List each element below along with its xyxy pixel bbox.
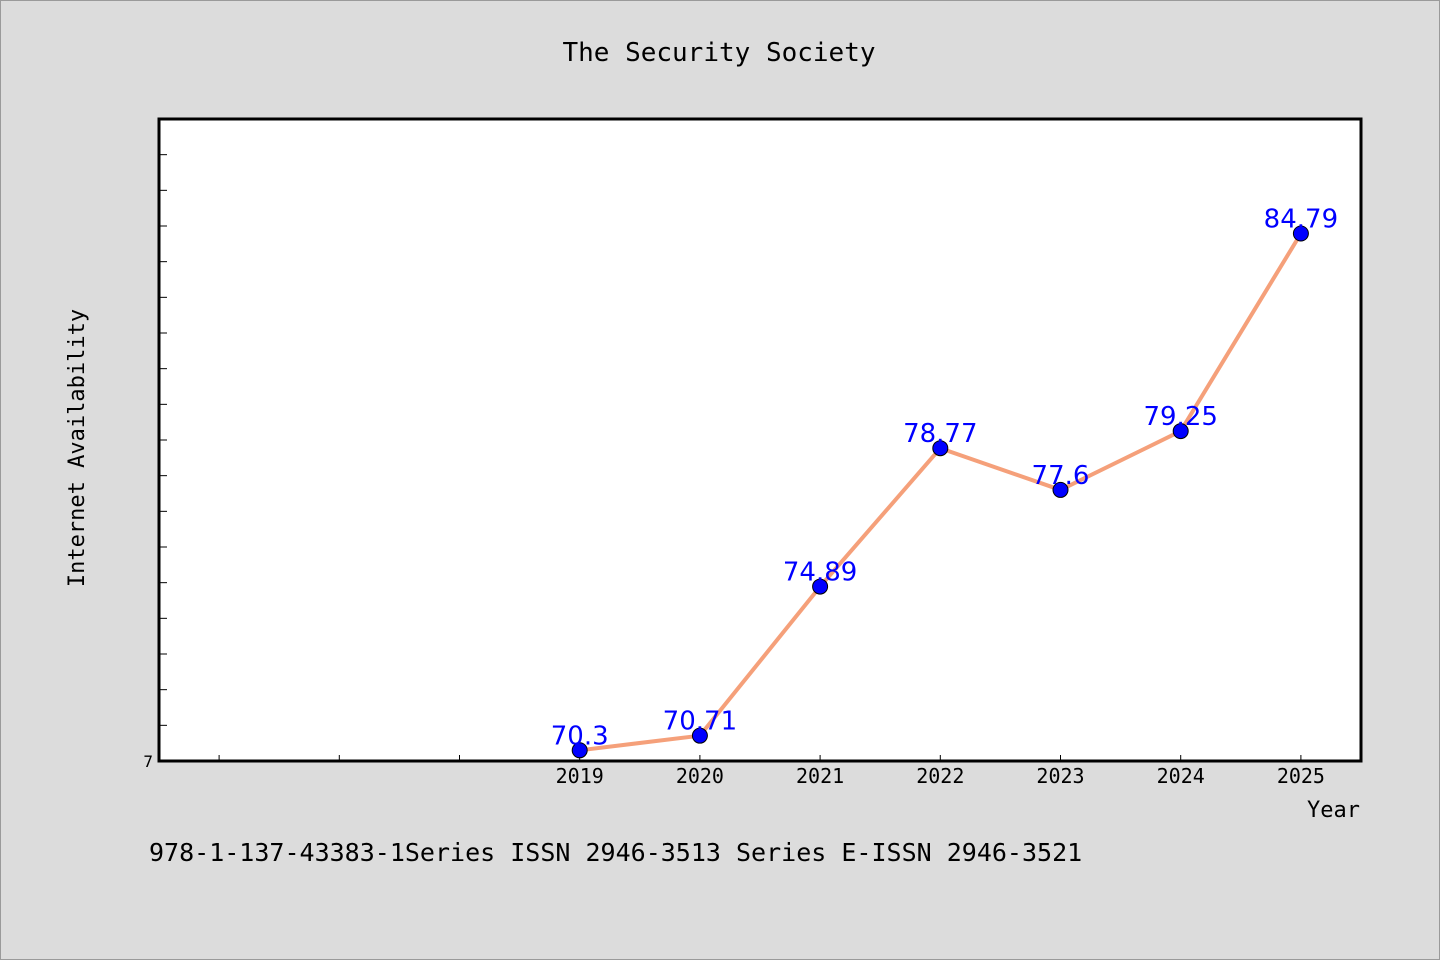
- x-axis: 2019 2020 2021 2022 2023 2024 2025: [218, 755, 1325, 788]
- data-point: [1052, 481, 1069, 498]
- x-tick-label: 2019: [556, 764, 604, 788]
- data-label: 74.89: [783, 558, 857, 588]
- x-tick-label: 2021: [796, 764, 844, 788]
- data-label: 84.79: [1264, 204, 1338, 234]
- x-tick-label: 2025: [1277, 764, 1325, 788]
- plot-area: [157, 117, 1363, 763]
- x-axis-label: Year: [1307, 798, 1360, 823]
- x-tick-label: 2024: [1157, 764, 1205, 788]
- chart-title: The Security Society: [562, 38, 875, 68]
- x-tick-label: 2022: [916, 764, 964, 788]
- x-tick-label: 2020: [676, 764, 724, 788]
- data-point: [812, 578, 829, 595]
- data-point: [1292, 225, 1309, 242]
- data-point: [571, 742, 588, 759]
- data-label: 70.71: [663, 707, 737, 737]
- data-label: 70.3: [551, 721, 609, 751]
- footer-identifiers: 978-1-137-43383-1Series ISSN 2946-3513 S…: [149, 838, 1082, 867]
- data-label: 77.6: [1032, 461, 1090, 491]
- data-label: 79.25: [1143, 402, 1217, 432]
- data-point: [691, 727, 708, 744]
- y-axis: 7: [143, 154, 167, 771]
- x-tick-label: 2023: [1036, 764, 1084, 788]
- y-tick-label: 7: [143, 752, 153, 771]
- data-point: [932, 440, 949, 457]
- data-label: 78.77: [903, 419, 977, 449]
- data-point: [1172, 423, 1189, 440]
- series-layer: 70.3 70.71 74.89 78.77 77.6 79.25 84.79: [551, 204, 1338, 759]
- y-axis-label: Internet Availability: [65, 309, 90, 587]
